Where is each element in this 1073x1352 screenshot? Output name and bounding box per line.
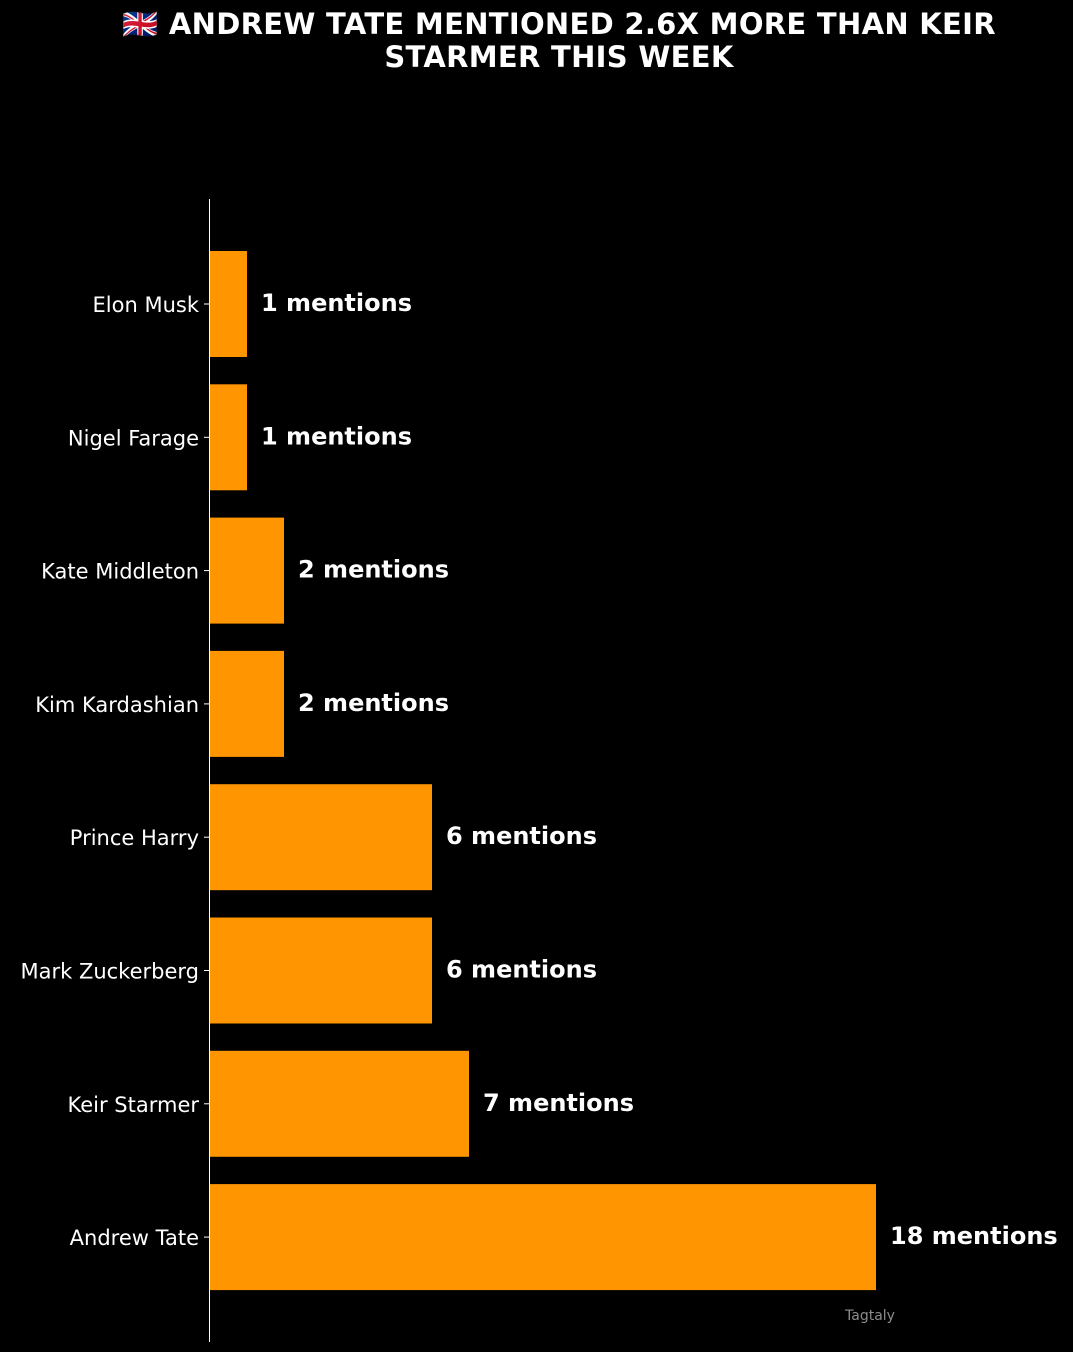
y-tick-label-1: Nigel Farage xyxy=(68,426,199,450)
data-label-4: 6 mentions xyxy=(446,822,597,850)
data-label-5: 6 mentions xyxy=(446,956,597,984)
data-label-7: 18 mentions xyxy=(890,1222,1058,1250)
bar-2 xyxy=(210,517,284,624)
chart-title-line-2: STARMER THIS WEEK xyxy=(384,40,735,74)
y-tick-label-3: Kim Kardashian xyxy=(35,693,199,717)
y-tick-label-0: Elon Musk xyxy=(93,293,200,317)
bar-3 xyxy=(210,650,284,757)
bar-6 xyxy=(210,1050,469,1157)
data-label-6: 7 mentions xyxy=(483,1089,634,1117)
watermark: Tagtaly xyxy=(844,1308,895,1324)
bar-4 xyxy=(210,784,432,891)
bar-1 xyxy=(210,384,247,491)
data-label-0: 1 mentions xyxy=(261,289,412,317)
data-label-3: 2 mentions xyxy=(298,689,449,717)
bar-0 xyxy=(210,251,247,357)
data-label-1: 1 mentions xyxy=(261,422,412,450)
data-label-2: 2 mentions xyxy=(298,556,449,584)
bar-5 xyxy=(210,917,432,1024)
y-tick-label-7: Andrew Tate xyxy=(70,1226,199,1250)
chart-title-line-1: 🇬🇧 ANDREW TATE MENTIONED 2.6X MORE THAN … xyxy=(122,7,996,41)
bar-7 xyxy=(210,1184,876,1291)
y-tick-label-4: Prince Harry xyxy=(70,826,199,850)
bars-layer: Elon Musk 1 mentions Nigel Farage 1 mention… xyxy=(20,251,1058,1291)
y-tick-label-6: Keir Starmer xyxy=(68,1093,200,1117)
y-tick-label-5: Mark Zuckerberg xyxy=(20,960,199,984)
y-tick-label-2: Kate Middleton xyxy=(41,560,199,584)
